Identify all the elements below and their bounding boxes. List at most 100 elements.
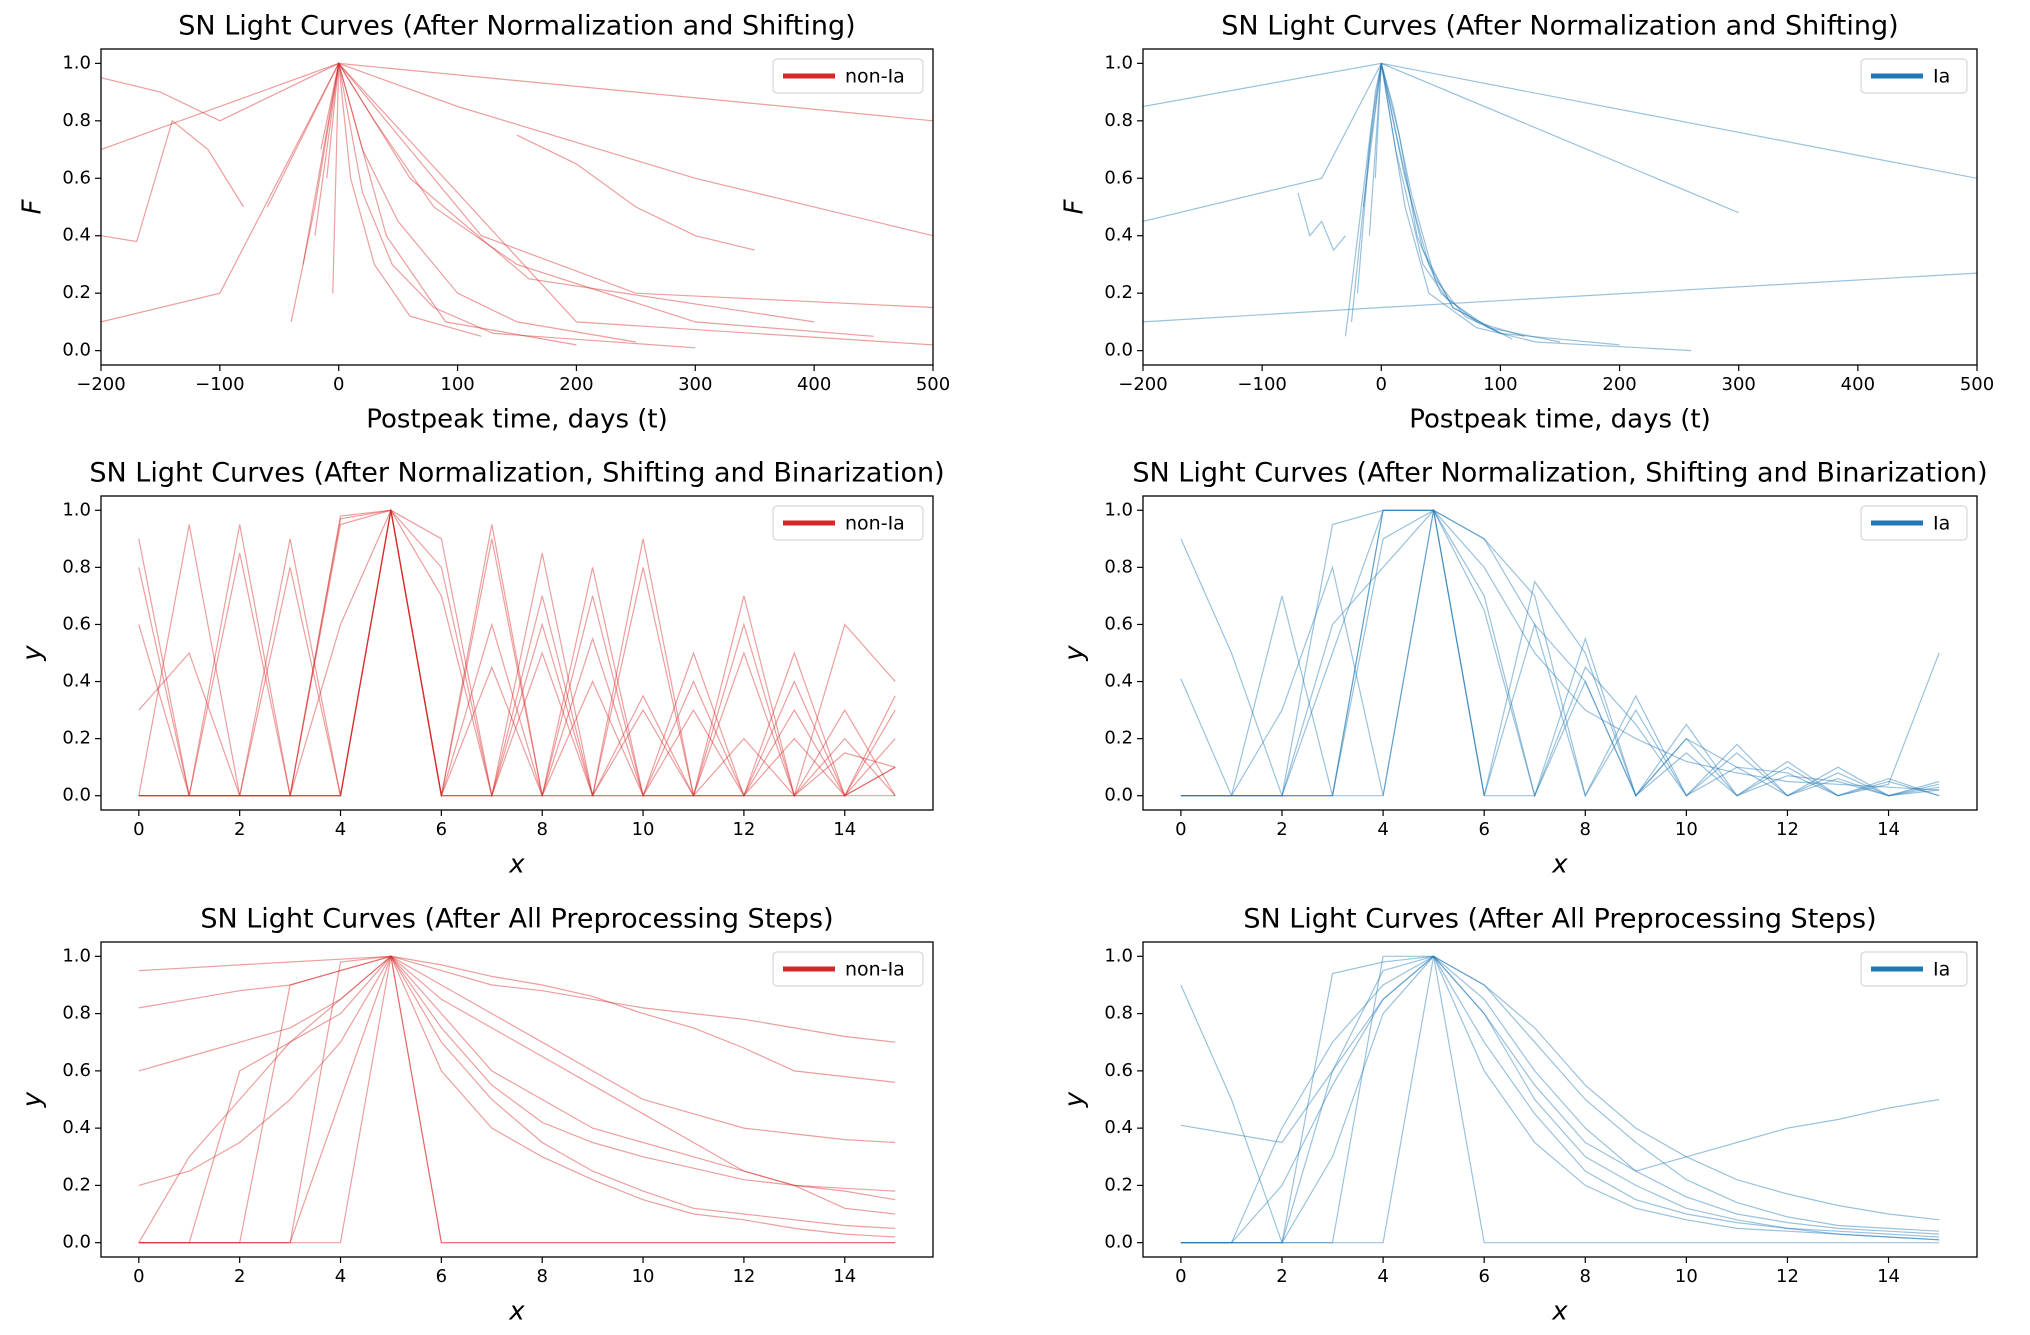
y-tick-label: 0.8 bbox=[1104, 110, 1133, 131]
chart-title: SN Light Curves (After Normalization, Sh… bbox=[89, 458, 944, 489]
y-tick-label: 0.8 bbox=[62, 556, 91, 577]
x-tick-label: 4 bbox=[335, 819, 346, 840]
light-curve bbox=[1143, 62, 1977, 179]
light-curve bbox=[326, 61, 874, 337]
light-curve bbox=[1180, 508, 1940, 798]
x-axis-label: Postpeak time, days (t) bbox=[1409, 405, 1711, 435]
curves bbox=[138, 954, 896, 1244]
light-curve bbox=[138, 510, 896, 797]
light-curve bbox=[1180, 509, 1940, 799]
x-tick-label: 14 bbox=[833, 819, 856, 840]
light-curve bbox=[138, 955, 896, 1244]
x-tick-label: 300 bbox=[678, 374, 712, 395]
y-tick-label: 1.0 bbox=[62, 52, 91, 73]
legend-label: non-Ia bbox=[845, 66, 905, 88]
x-axis-label: Postpeak time, days (t) bbox=[366, 405, 668, 435]
y-tick-label: 0.2 bbox=[1104, 1174, 1133, 1195]
light-curve bbox=[138, 955, 896, 1083]
y-tick-label: 0.0 bbox=[1104, 340, 1133, 361]
light-curve bbox=[1374, 63, 1692, 352]
y-tick-label: 0.6 bbox=[1104, 613, 1133, 634]
y-tick-label: 0.4 bbox=[1104, 1117, 1133, 1138]
x-tick-label: 100 bbox=[440, 374, 474, 395]
x-tick-label: 2 bbox=[234, 1266, 245, 1287]
x-tick-label: 12 bbox=[1776, 1266, 1799, 1287]
y-tick-label: 0.6 bbox=[62, 167, 91, 188]
legend-box bbox=[772, 505, 924, 541]
y-tick-label: 0.0 bbox=[62, 785, 91, 806]
x-tick-label: −100 bbox=[1237, 374, 1286, 395]
x-tick-label: 6 bbox=[436, 1266, 447, 1287]
light-curve bbox=[138, 955, 896, 1144]
light-curve bbox=[1180, 509, 1940, 798]
x-tick-label: 2 bbox=[1276, 819, 1287, 840]
subplot: 0 2 4 6 8 10 12 14 0.0 0.2 0.4 0.6 0.8 1.0 SN Light Cu… bbox=[1060, 458, 1988, 880]
x-tick-label: 8 bbox=[536, 1266, 547, 1287]
light-curve bbox=[1180, 956, 1940, 1244]
y-tick-label: 0.4 bbox=[62, 671, 91, 692]
axes-frame bbox=[1142, 495, 1978, 811]
light-curve bbox=[1368, 63, 1561, 343]
light-curve bbox=[1180, 955, 1940, 1244]
light-curve bbox=[101, 62, 933, 151]
x-tick-label: 2 bbox=[1276, 1266, 1287, 1287]
subplot: 0 2 4 6 8 10 12 14 0.0 0.2 0.4 0.6 0.8 1.0 SN Light Cu… bbox=[18, 458, 945, 880]
y-tick-label: 0.6 bbox=[62, 1060, 91, 1081]
y-axis-label: y bbox=[1060, 1091, 1090, 1108]
x-tick-label: 12 bbox=[1776, 819, 1799, 840]
x-tick-label: 4 bbox=[1377, 1266, 1388, 1287]
axes-frame bbox=[100, 48, 934, 366]
y-tick-label: 0.4 bbox=[1104, 225, 1133, 246]
y-tick-label: 0.4 bbox=[62, 1117, 91, 1138]
y-tick-label: 0.6 bbox=[1104, 167, 1133, 188]
subplot: −200 −100 0 100 200 300 400 500 0.0 0.2 0.4 0.6 0.8 1… bbox=[18, 11, 951, 435]
x-tick-label: 14 bbox=[1877, 819, 1900, 840]
x-tick-label: 6 bbox=[436, 819, 447, 840]
light-curve bbox=[1180, 509, 1940, 798]
y-tick-label: 0.0 bbox=[62, 340, 91, 361]
chart-title: SN Light Curves (After Normalization and… bbox=[1221, 11, 1898, 42]
light-curve bbox=[1180, 955, 1940, 1244]
y-axis-label: y bbox=[18, 1091, 48, 1108]
light-curve bbox=[320, 63, 696, 349]
y-axis-label: y bbox=[1060, 645, 1090, 662]
x-tick-label: 8 bbox=[1580, 1266, 1591, 1287]
light-curve bbox=[1180, 509, 1940, 798]
legend-box bbox=[772, 951, 924, 987]
axes-frame bbox=[100, 941, 934, 1258]
curves bbox=[1143, 62, 1977, 352]
light-curve bbox=[1180, 955, 1940, 1244]
y-axis-label: y bbox=[18, 645, 48, 662]
light-curve bbox=[516, 134, 755, 251]
light-curve bbox=[138, 956, 896, 1244]
x-tick-label: 10 bbox=[632, 1266, 655, 1287]
light-curve bbox=[101, 62, 933, 346]
x-tick-label: 400 bbox=[1841, 374, 1875, 395]
light-curve bbox=[138, 510, 896, 798]
x-tick-label: 400 bbox=[797, 374, 831, 395]
light-curve bbox=[138, 508, 896, 798]
y-tick-label: 0.2 bbox=[1104, 282, 1133, 303]
y-tick-label: 0.2 bbox=[62, 1174, 91, 1195]
light-curve bbox=[138, 955, 896, 1244]
x-tick-label: 200 bbox=[1602, 374, 1636, 395]
legend-label: Ia bbox=[1933, 959, 1950, 981]
light-curve bbox=[1297, 192, 1346, 252]
axes-frame bbox=[100, 495, 934, 811]
x-tick-label: 200 bbox=[559, 374, 593, 395]
x-tick-label: 6 bbox=[1478, 819, 1489, 840]
x-tick-label: 4 bbox=[335, 1266, 346, 1287]
light-curve bbox=[138, 954, 896, 1238]
x-tick-label: 8 bbox=[1580, 819, 1591, 840]
curves bbox=[138, 508, 896, 798]
light-curve bbox=[290, 63, 637, 343]
x-tick-label: 300 bbox=[1722, 374, 1756, 395]
light-curve bbox=[138, 955, 896, 1244]
light-curve bbox=[138, 509, 896, 798]
axes-frame bbox=[1142, 48, 1978, 366]
light-curve bbox=[1362, 63, 1501, 334]
light-curve bbox=[1143, 62, 1739, 222]
x-tick-label: 12 bbox=[732, 1266, 755, 1287]
chart-title: SN Light Curves (After All Preprocessing… bbox=[1243, 904, 1876, 935]
